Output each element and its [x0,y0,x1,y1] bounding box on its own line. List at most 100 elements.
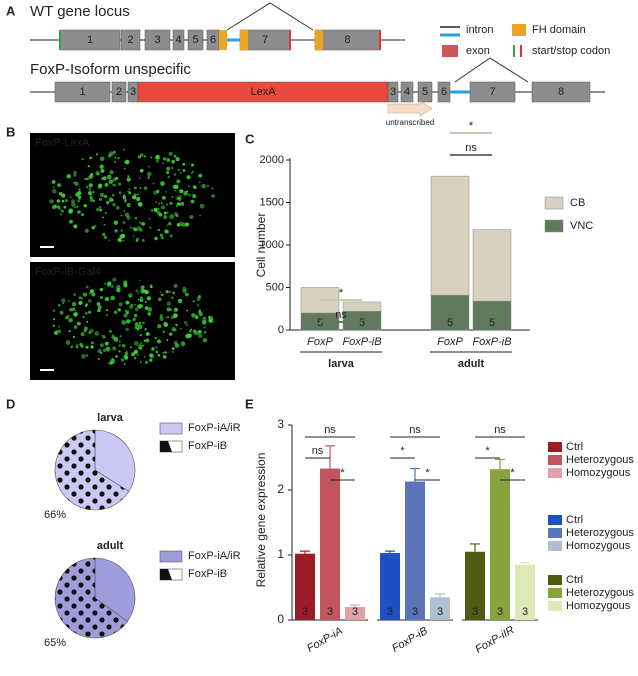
signal [88,187,92,191]
signal [147,176,151,179]
significance-label: ns [335,309,347,321]
group-label: adult [458,358,485,370]
signal [195,330,200,336]
signal [157,228,161,232]
signal [87,190,93,196]
y-tick-label: 2000 [260,154,284,166]
signal [58,304,61,307]
signal [56,199,61,203]
legend-text: Homozygous [566,467,631,479]
signal [177,168,180,172]
signal [66,174,71,179]
signal [132,317,136,322]
signal [211,187,214,190]
signal [73,170,77,175]
signal [168,151,173,156]
legend-swatch [548,468,562,478]
signal [114,229,118,233]
fh-domain [240,30,248,50]
signal [53,318,56,321]
signal [186,309,189,312]
signal [88,331,91,335]
signal [154,336,157,340]
signal [104,297,109,302]
signal [144,327,147,331]
exon-label: 4 [404,86,410,98]
signal [109,170,114,175]
signal [149,358,153,362]
signal [85,345,89,349]
exon-label: 5 [422,86,428,98]
x-tick-label: FoxP-iB [342,336,381,348]
signal [148,218,151,220]
signal [78,300,83,305]
signal [51,180,56,184]
signal [185,222,190,227]
signal [140,285,145,290]
signal [71,302,77,307]
signal [129,304,134,309]
signal [140,342,143,345]
legend-swatch [548,528,562,538]
signal [159,233,164,237]
signal [57,183,60,187]
legend-swatch [548,575,562,585]
group-label: larva [328,358,355,370]
signal [121,320,126,325]
n-label: 5 [489,317,495,329]
signal [114,160,117,163]
signal [103,235,108,239]
signal [116,284,121,290]
legend-swatch [159,550,183,563]
signal [174,184,179,189]
signal [123,167,126,170]
signal [70,346,73,349]
signal [176,179,181,184]
signal [160,205,166,210]
signal [198,295,202,299]
panel-label: D [6,396,15,411]
error-bar [520,562,530,565]
signal [202,316,207,321]
signal [125,356,129,359]
panel-label: E [245,396,254,411]
signal [118,340,121,343]
signal [139,333,142,337]
legend-pattern [160,569,172,580]
legend-swatch [548,588,562,598]
signal [83,292,88,297]
signal [198,181,201,184]
signal [196,304,200,307]
signal [191,313,196,318]
legend-text: Homozygous [566,540,631,552]
signal [65,340,71,345]
signal [133,313,138,318]
legend-swatch [544,196,564,210]
x-tick-label: FoxP-iB [472,336,511,348]
signal [92,199,96,202]
signal [118,350,121,353]
signal [68,329,71,333]
signal [91,225,95,230]
signal [206,184,210,188]
signal [207,315,211,319]
signal [123,363,126,366]
signal [171,195,174,198]
signal [137,298,141,301]
signal [102,216,104,219]
annotation: untranscribed [386,118,434,127]
signal [139,221,142,224]
signal [115,205,120,210]
bar [345,607,365,620]
signal [178,197,181,200]
exon [54,81,111,103]
signal [169,308,173,311]
signal [179,327,182,330]
signal [174,189,177,192]
signal [183,191,188,196]
signal [168,291,171,293]
signal [172,291,176,295]
bar [295,553,315,620]
signal [83,328,87,332]
